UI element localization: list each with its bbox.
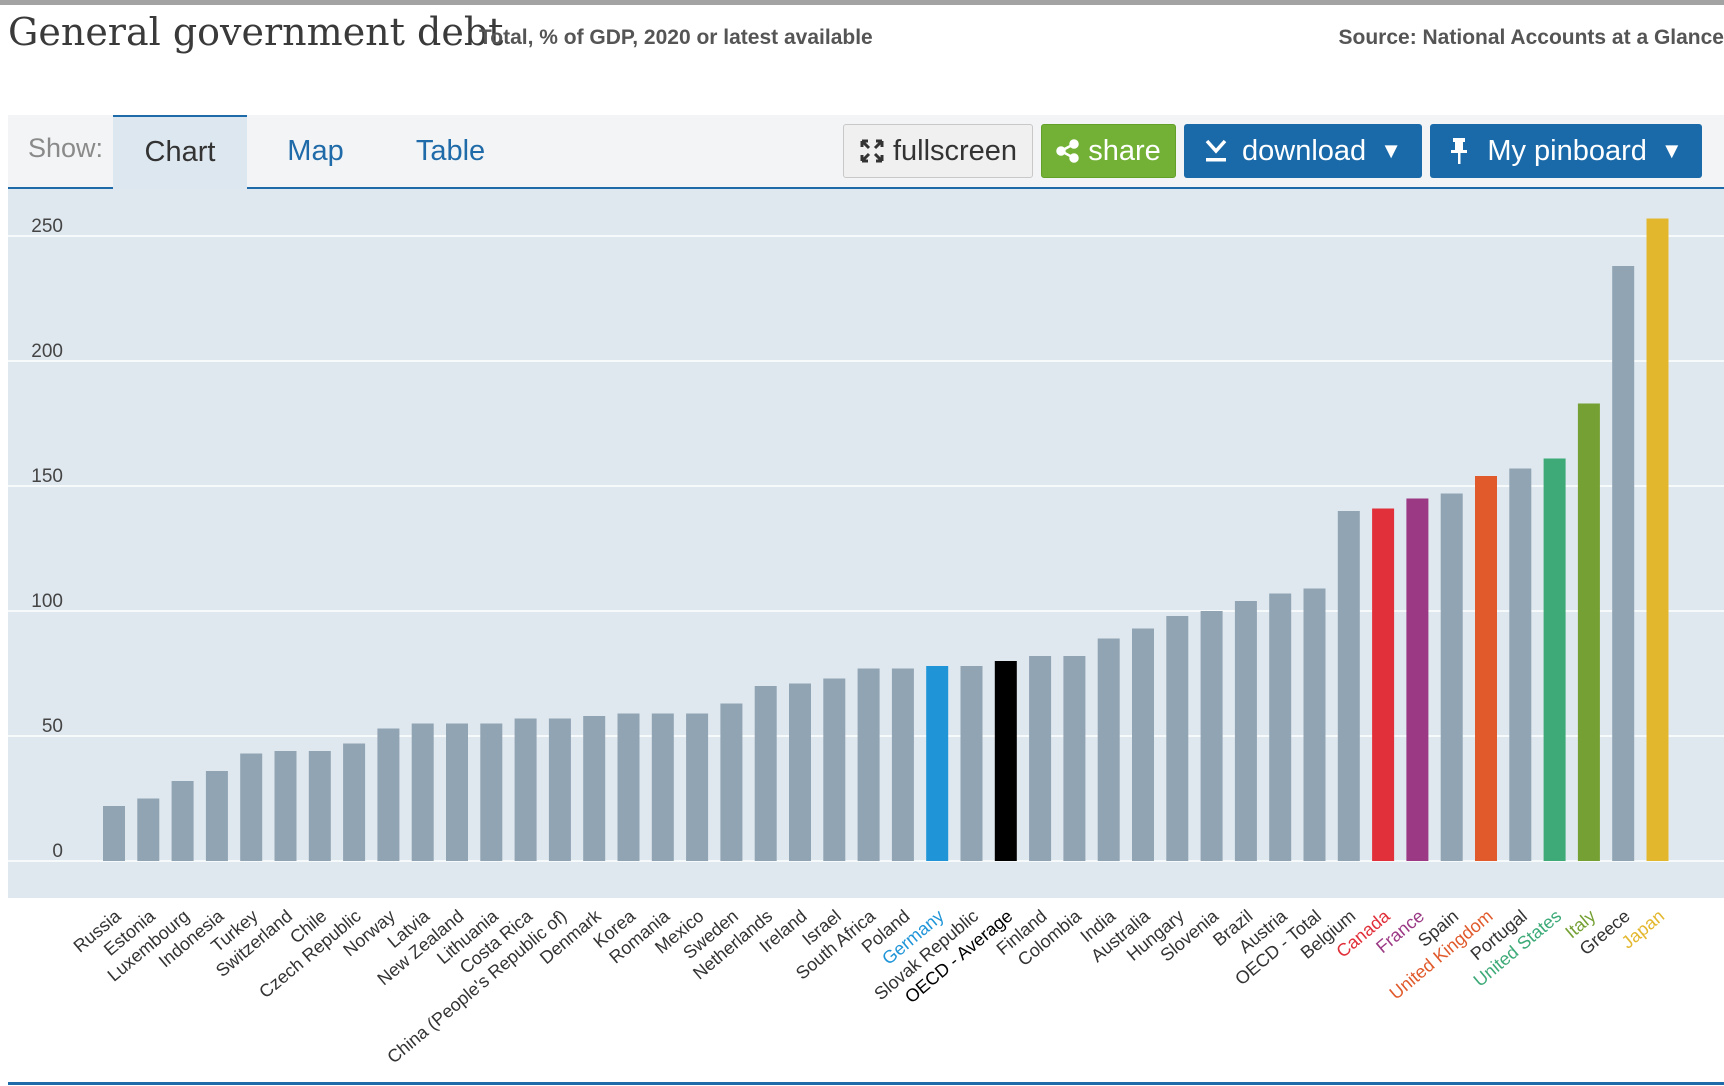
bar <box>1406 498 1429 861</box>
bar <box>857 668 880 861</box>
bar <box>274 751 297 861</box>
bar <box>823 678 846 861</box>
tab-map[interactable]: Map <box>248 115 383 187</box>
bar <box>1372 508 1395 861</box>
y-tick-label: 50 <box>42 716 63 737</box>
bar <box>205 771 228 861</box>
bar <box>617 713 640 861</box>
bar <box>1303 588 1326 861</box>
bar <box>1509 468 1532 861</box>
bar <box>1269 593 1292 861</box>
show-label: Show: <box>28 133 104 163</box>
chart-toolbar: Show: Chart Map Table fullscreen <box>8 115 1724 189</box>
bar <box>789 683 811 861</box>
bar <box>1337 511 1360 861</box>
bar <box>446 723 468 861</box>
bar <box>1543 458 1566 861</box>
bar <box>1577 403 1600 861</box>
y-tick-label: 100 <box>31 591 63 612</box>
bar <box>1646 218 1669 861</box>
bar <box>1440 493 1463 861</box>
tab-table[interactable]: Table <box>383 115 518 187</box>
bar <box>1097 638 1120 861</box>
pinboard-button[interactable]: My pinboard ▼ <box>1430 124 1702 178</box>
bar <box>308 751 331 861</box>
bar <box>103 806 125 861</box>
share-icon <box>1056 139 1080 163</box>
top-rule <box>0 0 1724 5</box>
bar <box>171 781 194 861</box>
y-tick-label: 150 <box>31 466 63 487</box>
bar <box>240 753 263 861</box>
bar <box>1063 656 1086 861</box>
pinboard-label: My pinboard <box>1487 134 1647 167</box>
download-button[interactable]: download ▼ <box>1184 124 1422 178</box>
y-tick-label: 200 <box>31 341 63 362</box>
bar <box>514 718 537 861</box>
bar <box>754 686 777 861</box>
bar <box>651 713 674 861</box>
bar <box>686 713 709 861</box>
fullscreen-button[interactable]: fullscreen <box>843 124 1033 178</box>
bar <box>1029 656 1052 861</box>
bar <box>583 716 606 861</box>
bar <box>377 728 400 861</box>
bar <box>343 743 366 861</box>
download-icon <box>1204 138 1228 164</box>
share-label: share <box>1088 134 1161 167</box>
tab-table-label: Table <box>415 135 486 167</box>
y-tick-label: 250 <box>31 216 63 237</box>
bar <box>994 661 1017 861</box>
bar <box>1132 628 1154 861</box>
bar <box>411 723 434 861</box>
bar <box>1475 476 1497 861</box>
page-title: General government debt <box>8 10 504 54</box>
bar <box>960 666 983 861</box>
expand-arrows-icon <box>859 138 885 164</box>
tab-chart[interactable]: Chart <box>113 115 247 189</box>
fullscreen-label: fullscreen <box>892 134 1018 167</box>
tab-chart-label: Chart <box>144 136 216 168</box>
bottom-rule <box>8 1082 1724 1085</box>
source-link[interactable]: Source: National Accounts at a Glance <box>1338 26 1724 49</box>
bar <box>1234 601 1257 861</box>
bar <box>1166 616 1189 861</box>
bar <box>137 798 160 861</box>
bar <box>891 668 914 861</box>
tab-map-label: Map <box>287 135 344 167</box>
caret-down-icon: ▼ <box>1660 138 1683 163</box>
caret-down-icon: ▼ <box>1380 138 1402 163</box>
y-tick-label: 0 <box>52 841 63 862</box>
page-subtitle: Total, % of GDP, 2020 or latest availabl… <box>479 26 873 49</box>
bar <box>720 703 743 861</box>
bar <box>926 666 949 861</box>
bar <box>1200 611 1223 861</box>
pin-icon <box>1449 137 1469 165</box>
bar <box>548 718 571 861</box>
bar <box>480 723 503 861</box>
share-button[interactable]: share <box>1041 124 1176 178</box>
download-label: download <box>1242 134 1367 167</box>
bar <box>1612 266 1635 861</box>
